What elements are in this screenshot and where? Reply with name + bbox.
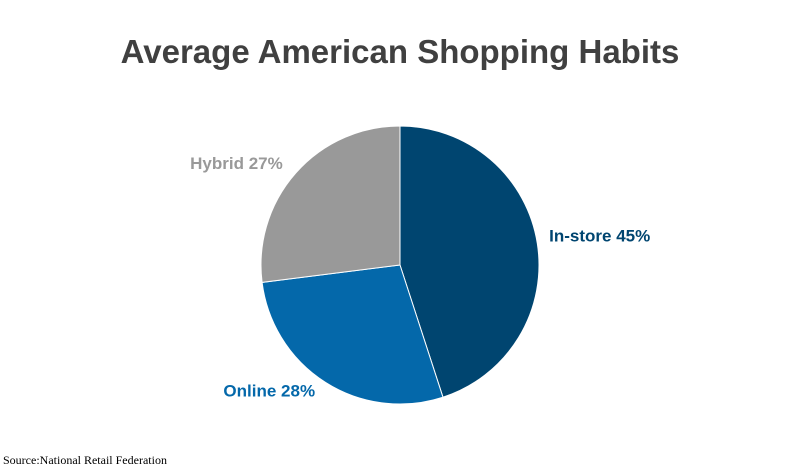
value-label: 28% bbox=[281, 382, 315, 401]
pie-slice bbox=[261, 264, 444, 405]
slice-label: In-store 45% bbox=[549, 227, 650, 246]
source-note: Source:National Retail Federation bbox=[3, 453, 167, 467]
category-label: Hybrid bbox=[190, 155, 244, 174]
pie-slice bbox=[260, 125, 401, 283]
pie-slice bbox=[399, 125, 540, 398]
value-label: 45% bbox=[616, 227, 650, 246]
category-label: Online bbox=[223, 382, 276, 401]
value-label: 27% bbox=[249, 155, 283, 174]
slice-label: Hybrid 27% bbox=[190, 155, 283, 174]
chart-title: Average American Shopping Habits bbox=[121, 33, 680, 70]
slice-label: Online 28% bbox=[223, 382, 315, 401]
category-label: In-store bbox=[549, 227, 611, 246]
